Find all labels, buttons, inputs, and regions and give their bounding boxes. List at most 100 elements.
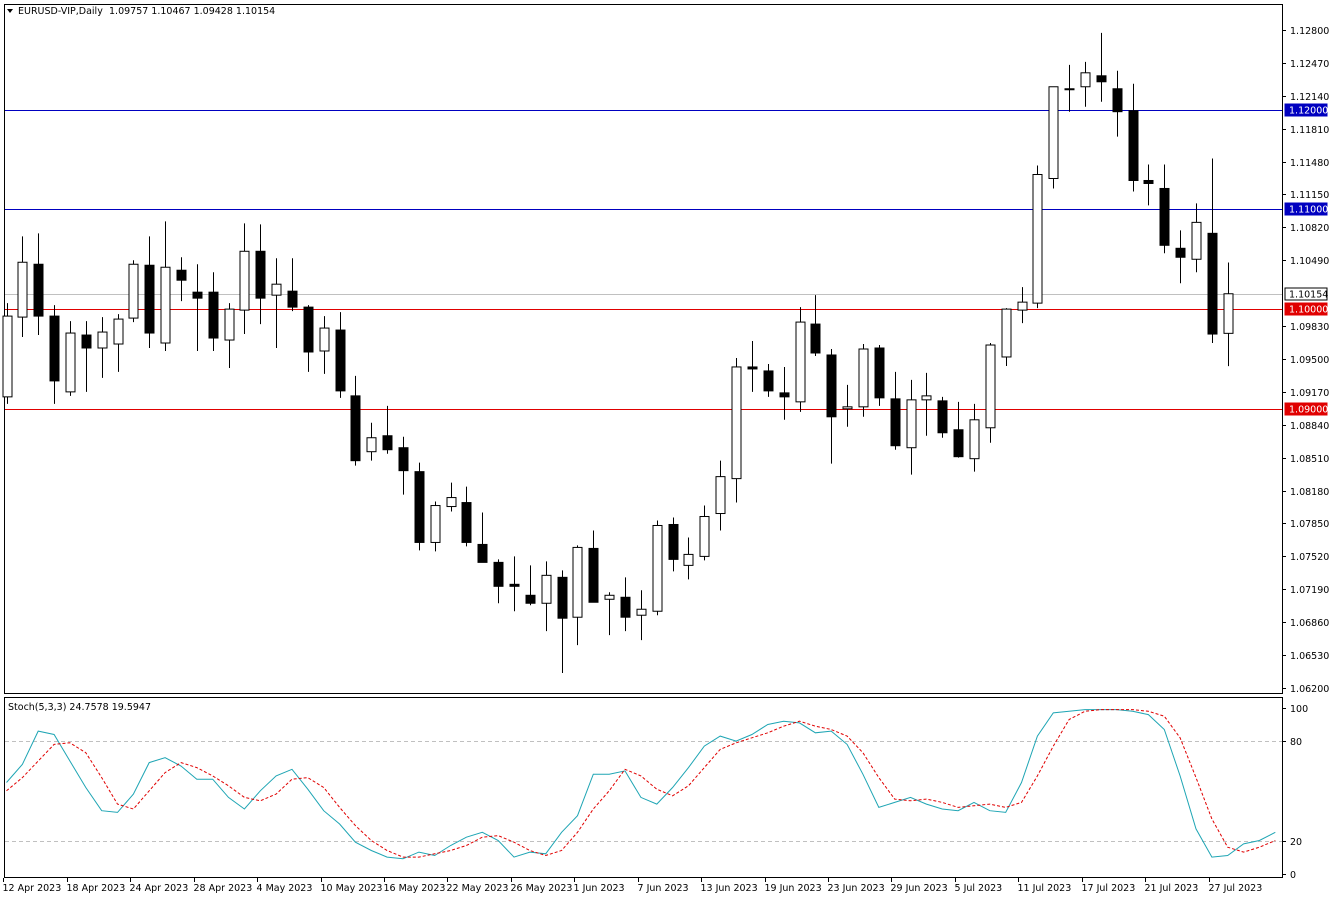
candle-body-up [699,516,710,557]
stochastic-tick-label: 100 [1290,704,1308,715]
date-tick-label: 18 Apr 2023 [67,883,126,894]
candle [874,345,885,406]
stochastic-panel[interactable]: 100 80 20 0 Stoch(5,3,3) 24.7578 19.5947 [4,697,1309,882]
candle-body-up [239,250,250,311]
stochastic-lines [6,709,1276,860]
candle-body-down [350,395,361,462]
price-tick-label: 1.08180 [1290,487,1329,498]
candle [795,307,806,412]
level-label-text: 1.10154 [1289,290,1328,301]
candle-body-up [2,315,13,398]
candle [969,403,980,472]
candle-body-up [921,395,932,401]
candle [255,224,266,325]
candle [715,460,726,531]
candle [176,257,187,302]
date-tick-label: 5 Jul 2023 [955,883,1003,894]
candle-body-down [303,306,314,353]
candle-body-up [271,283,282,296]
candle-body-down [398,447,409,472]
stochastic-axis: 100 80 20 0 [1282,704,1308,881]
candle [1096,32,1107,102]
candle-body-down [953,429,964,458]
candle [620,577,631,632]
price-tick-label: 1.10490 [1290,256,1329,267]
candle [287,258,298,312]
candle [239,223,250,335]
candle-body-down [192,291,203,299]
candle-body-up [731,366,742,480]
candle [842,384,853,427]
candle-body-down [937,400,948,434]
triangle-down-icon[interactable] [7,9,13,13]
candle [33,233,44,336]
candle [810,295,821,356]
date-tick-label: 28 Apr 2023 [194,883,253,894]
candle [858,344,869,417]
candle-body-up [1032,174,1043,304]
candle [826,349,837,464]
candle-body-up [97,331,108,349]
date-tick-label: 29 Jun 2023 [891,883,948,894]
candle-body-down [1143,179,1154,184]
candle-body-down [668,523,679,560]
candle [160,221,171,351]
candle-body-up [652,524,663,612]
candle [509,556,520,612]
candle [1128,83,1139,192]
candle-body-up [65,332,76,393]
candle [1017,287,1028,324]
candle [446,482,457,512]
candle-body-up [842,406,853,410]
candle [906,379,917,475]
level-label-box [1284,202,1328,216]
candle [128,260,139,323]
candle [953,401,964,458]
candle [350,375,361,466]
candle-body-down [81,334,92,349]
candle-body-down [779,392,790,398]
candle [414,462,425,551]
candle-body-up [906,399,917,449]
candle [572,545,583,646]
candle [17,236,28,338]
candle-body-up [17,261,28,318]
candle-body-down [144,264,155,334]
candle [319,316,330,374]
candle-body-down [1128,110,1139,181]
level-label-box [1284,103,1328,117]
candle-body-up [319,327,330,352]
candle [192,264,203,351]
candle [1207,158,1218,344]
candle-body-up [541,574,552,604]
candle-body-down [1096,75,1107,83]
candle-body-down [414,471,425,543]
candle [747,341,758,392]
candle-body-up [1080,72,1091,88]
price-axis: 1.12800 1.12470 1.12140 1.11810 1.11480 1.111… [1282,26,1329,695]
candle-body-up [1064,88,1075,91]
candle-body-up [430,505,441,543]
date-tick-label: 26 May 2023 [511,883,573,894]
candle-body-up [985,344,996,429]
date-tick-label: 4 May 2023 [257,883,313,894]
date-tick-label: 27 Jul 2023 [1209,883,1263,894]
date-tick-label: 11 Jul 2023 [1018,883,1072,894]
candle [588,530,599,603]
price-panel[interactable]: 1.12800 1.12470 1.12140 1.11810 1.11480 1.111… [2,4,1329,696]
price-tick-label: 1.10820 [1290,223,1329,234]
candle [1048,86,1059,189]
stochastic-label: Stoch(5,3,3) 24.7578 19.5947 [8,702,151,713]
price-tick-label: 1.07850 [1290,519,1329,530]
candle-body-up [969,419,980,460]
candle-body-up [113,318,124,345]
candle [1080,61,1091,107]
candle [683,537,694,580]
stochastic-tick-label: 0 [1290,870,1296,881]
level-label-box [1284,402,1328,416]
price-tick-label: 1.06860 [1290,618,1329,629]
level-labels: 1.12000 1.11000 1.10154 1.10000 1.09000 [1284,103,1328,416]
stochastic-panel-frame [4,697,1283,878]
